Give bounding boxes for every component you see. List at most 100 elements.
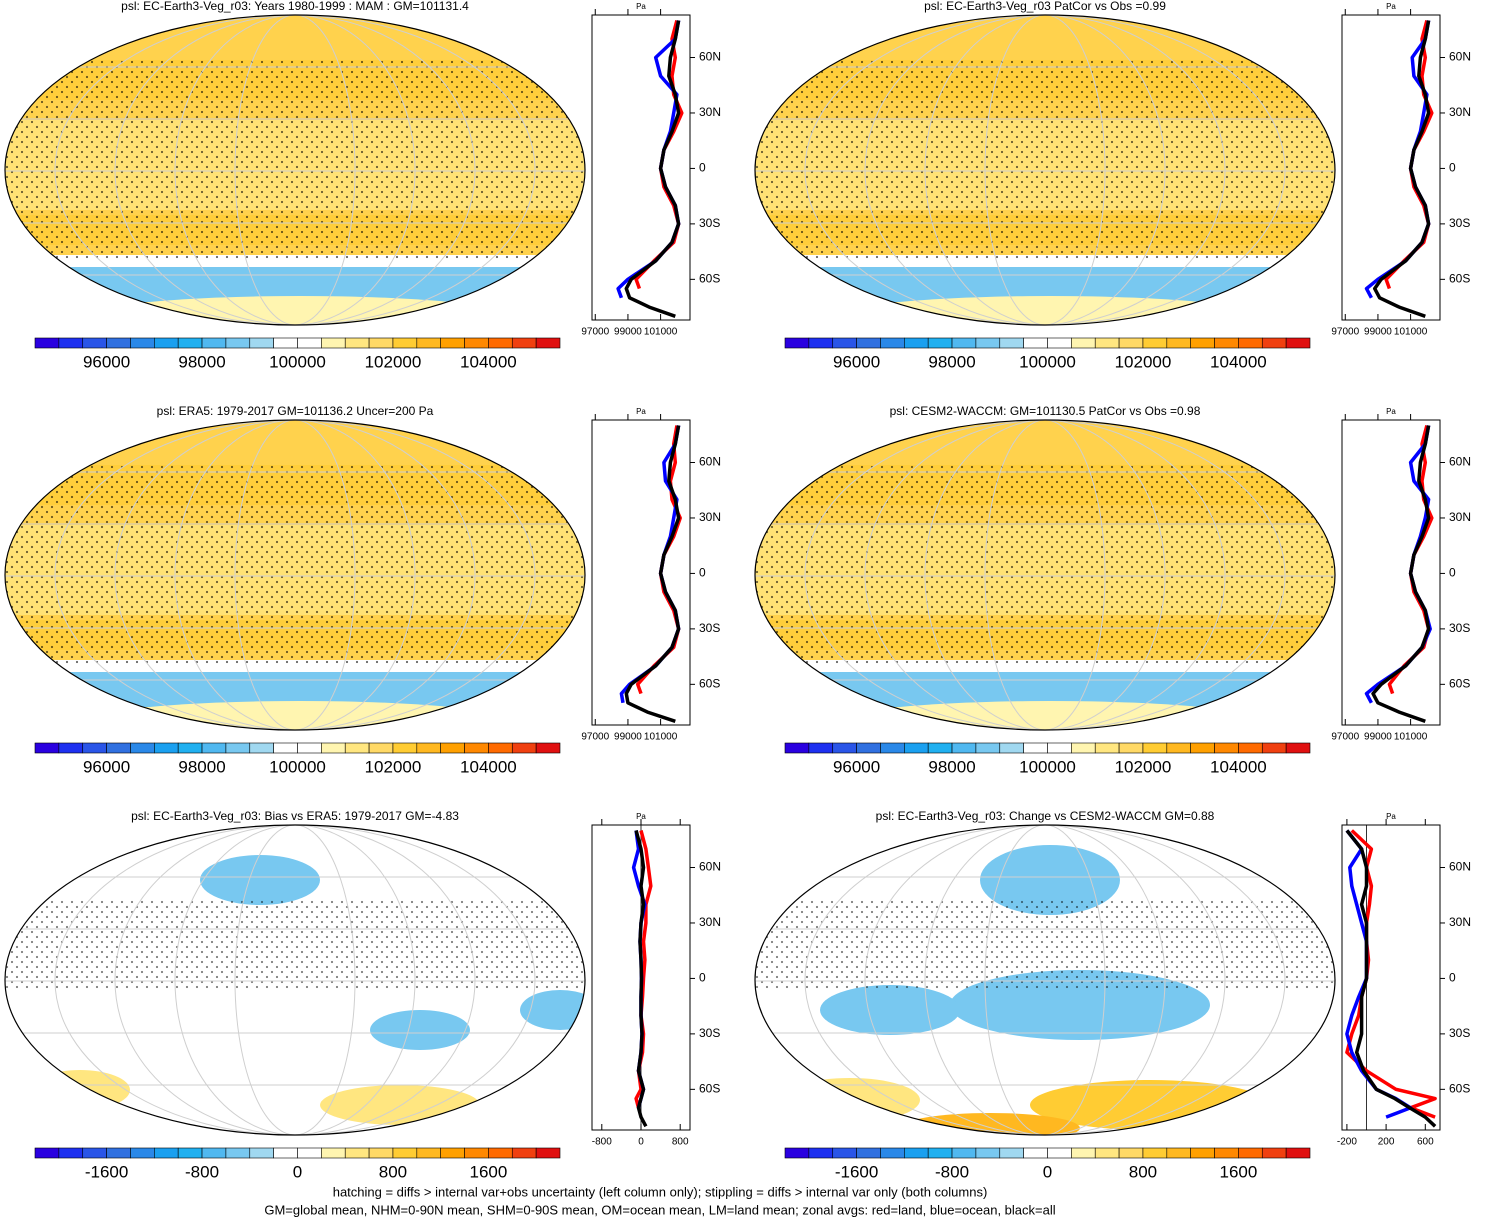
map-band [830,296,1270,325]
x-tick-label: 97000 [1331,327,1359,338]
colorbar-box [1285,337,1311,349]
colorbar-box [1238,1147,1263,1159]
colorbar-box [392,742,418,754]
y-tick-label: 60N [1449,860,1471,874]
zonal-frame [591,14,691,321]
colorbar-box [511,1147,537,1159]
map-anomaly [820,985,960,1035]
y-tick-label: 30S [699,621,720,635]
x-tick-label: 101000 [644,732,678,743]
graticule [984,15,1106,325]
colorbar-box [321,337,346,349]
colorbar-label: 96000 [833,757,880,776]
colorbar-box [1166,742,1191,754]
y-tick-label: 0 [1449,971,1456,985]
colorbar-label: 0 [1043,1162,1052,1181]
colorbar-box [1047,742,1072,754]
graticule [864,420,1226,730]
map-anomaly [200,855,320,905]
zonal-line [624,425,681,723]
zonal-unit: Pa [636,2,646,11]
y-tick-label: 60N [699,860,721,874]
colorbar-box [106,337,131,349]
y-tick-label: 30N [1449,510,1471,524]
map [755,15,1335,325]
y-tick-label: 30N [699,105,721,119]
zonal-line [1371,425,1431,723]
map [755,825,1335,1135]
y-tick-label: 60S [1449,677,1470,691]
zonal-line [1345,829,1437,1119]
colorbar-box [535,1147,561,1159]
map-outline [754,419,1336,731]
colorbar-box [1047,337,1072,349]
colorbar-label: 100000 [1019,757,1076,776]
y-tick-label: 0 [1449,161,1456,175]
graticule [924,420,1166,730]
colorbar-box [1023,1147,1048,1159]
colorbar-box [856,742,881,754]
colorbar-box [1214,1147,1239,1159]
colorbar-box [130,1147,155,1159]
graticule [174,420,416,730]
x-tick-label: 97000 [581,732,609,743]
graticule [234,420,356,730]
y-tick-label: 0 [699,971,706,985]
graticule [864,15,1226,325]
map-outline [754,824,1336,1136]
map [755,420,1335,730]
colorbar-label: 96000 [83,757,130,776]
colorbar-box [927,1147,953,1159]
colorbar-box [511,742,537,754]
y-tick-label: 0 [699,566,706,580]
colorbar-box [440,1147,465,1159]
zonal-line [624,20,681,318]
colorbar-box [1238,337,1263,349]
colorbar-box [1047,1147,1072,1159]
graticule [174,15,416,325]
colorbar-box [927,337,953,349]
zonal-line [1384,20,1434,290]
colorbar-box [488,1147,513,1159]
colorbar-box [344,1147,370,1159]
panel-title: psl: ERA5: 1979-2017 GM=101136.2 Uncer=2… [157,404,434,418]
map-anomaly [370,1010,470,1050]
colorbar-box [1071,742,1096,754]
colorbar-label: 0 [293,1162,302,1181]
colorbar-box [34,742,60,754]
y-tick-label: 60S [699,677,720,691]
colorbar-box [344,742,370,754]
panel-title: psl: CESM2-WACCM: GM=101130.5 PatCor vs … [890,404,1201,418]
colorbar-label: 98000 [928,757,975,776]
panel-title: psl: EC-Earth3-Veg_r03: Years 1980-1999 … [121,0,469,13]
colorbar-label: 102000 [1115,757,1172,776]
x-tick-label: 600 [1417,1137,1434,1148]
colorbar-label: -800 [185,1162,219,1181]
graticule [114,15,476,325]
colorbar-label: 98000 [928,352,975,371]
y-tick-label: 30S [699,1026,720,1040]
colorbar-box [58,1147,84,1159]
colorbar-box [1190,1147,1215,1159]
y-tick-label: 30N [699,915,721,929]
colorbar-box [999,337,1024,349]
zonal-frame [1341,824,1441,1131]
zonal-line [1372,20,1431,318]
zonal-frame [591,419,691,726]
footer-note: hatching = diffs > internal var+obs unce… [333,1184,988,1199]
x-tick-label: 97000 [1331,732,1359,743]
colorbar-box [34,337,60,349]
y-tick-label: 0 [1449,566,1456,580]
colorbar-box [999,1147,1024,1159]
colorbar-box [904,337,929,349]
colorbar-label: 102000 [365,757,422,776]
graticule [984,420,1106,730]
panel: psl: EC-Earth3-Veg_r03: Years 1980-1999 … [4,0,721,371]
colorbar-box [58,337,84,349]
x-tick-label: 101000 [1394,732,1428,743]
graticule [984,825,1106,1135]
zonal-frame [1341,419,1441,726]
colorbar-label: 800 [379,1162,407,1181]
colorbar-box [106,1147,131,1159]
